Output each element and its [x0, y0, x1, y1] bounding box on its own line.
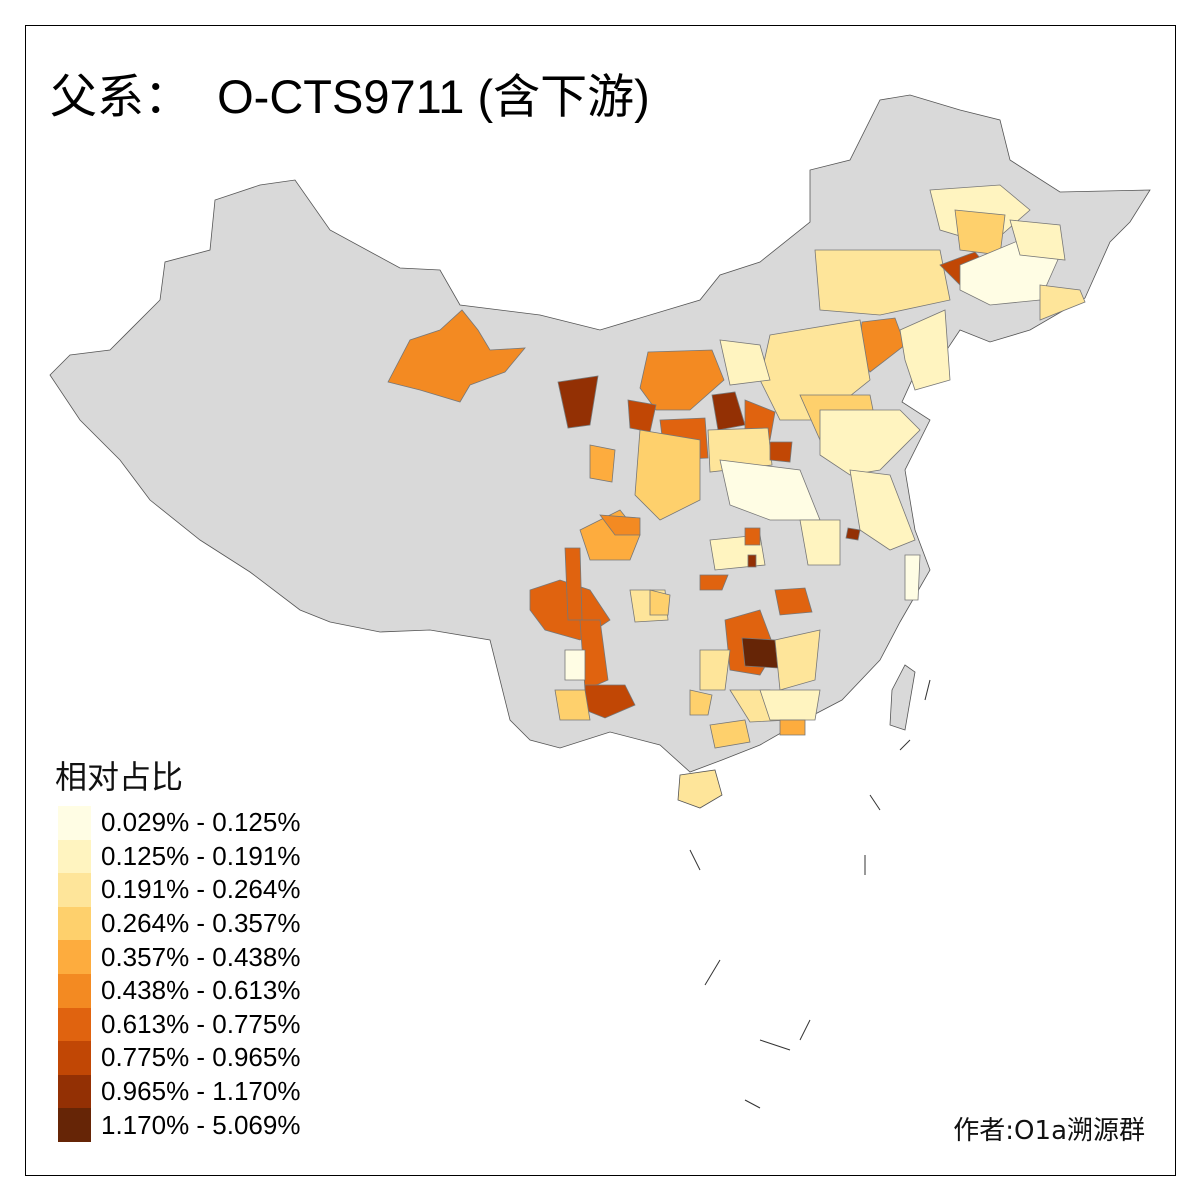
region	[899, 309, 951, 391]
legend-item: 0.125% - 0.191%	[58, 839, 301, 874]
region	[709, 719, 751, 749]
taiwan	[889, 664, 916, 731]
legend-label: 0.357% - 0.438%	[101, 941, 301, 972]
island-outline	[899, 739, 911, 751]
island-outline	[744, 1099, 761, 1109]
island-outline	[924, 679, 931, 701]
region	[564, 547, 583, 621]
map-title: 父系： O-CTS9711 (含下游)	[50, 70, 650, 123]
legend-item: 0.357% - 0.438%	[58, 940, 300, 974]
region	[719, 339, 771, 386]
region	[699, 574, 729, 591]
island-outline	[799, 1019, 811, 1041]
legend-item: 0.775% - 0.965%	[58, 1041, 300, 1075]
island-outline	[689, 849, 701, 871]
region	[649, 589, 671, 616]
island-outline	[759, 1039, 791, 1051]
region	[557, 375, 599, 429]
region	[759, 689, 821, 721]
legend-label: 0.125% - 0.191%	[101, 840, 301, 871]
legend-swatch	[58, 906, 91, 941]
legend-swatch	[58, 1041, 91, 1075]
legend: 0.029% - 0.125% 0.125% - 0.191% 0.191% - 0…	[58, 806, 300, 1142]
region	[774, 629, 821, 691]
legend-item: 0.029% - 0.125%	[58, 806, 300, 840]
island-outline	[704, 959, 721, 986]
region	[814, 249, 951, 316]
legend-swatch	[58, 1074, 91, 1109]
legend-label: 0.438% - 0.613%	[101, 975, 301, 1006]
region	[779, 719, 806, 736]
hainan	[677, 769, 723, 809]
legend-label: 1.170% - 5.069%	[101, 1109, 301, 1140]
island-outline	[869, 794, 881, 811]
region	[799, 519, 841, 566]
legend-swatch	[58, 806, 91, 840]
region	[747, 554, 757, 568]
plot-frame	[25, 25, 1176, 1176]
region	[769, 441, 793, 463]
region	[689, 689, 713, 716]
region	[599, 514, 641, 536]
region	[819, 409, 921, 476]
legend-item: 0.438% - 0.613%	[58, 973, 301, 1008]
legend-label: 0.264% - 0.357%	[101, 908, 301, 939]
legend-label: 0.029% - 0.125%	[101, 807, 301, 838]
region	[774, 587, 813, 616]
region	[904, 554, 921, 601]
region	[1009, 219, 1066, 261]
legend-item: 0.613% - 0.775%	[58, 1007, 301, 1042]
region	[849, 469, 916, 551]
region	[639, 349, 725, 411]
legend-label: 0.965% - 1.170%	[101, 1076, 301, 1107]
region	[589, 444, 616, 483]
region	[554, 689, 591, 721]
legend-item: 0.965% - 1.170%	[58, 1074, 301, 1109]
legend-item: 0.264% - 0.357%	[58, 906, 301, 941]
author-credit: 作者:O1a溯源群	[953, 1116, 1145, 1146]
region	[564, 649, 586, 681]
legend-label: 0.613% - 0.775%	[101, 1008, 301, 1039]
region	[387, 309, 526, 403]
legend-title: 相对占比	[55, 758, 184, 796]
region	[1039, 284, 1086, 321]
legend-swatch	[58, 839, 91, 874]
legend-swatch	[58, 973, 91, 1008]
region	[699, 649, 731, 691]
region	[744, 527, 761, 546]
legend-swatch	[58, 1108, 91, 1142]
legend-swatch	[58, 873, 91, 907]
legend-item: 1.170% - 5.069%	[58, 1108, 300, 1142]
region	[719, 459, 821, 521]
legend-swatch	[58, 940, 91, 974]
region	[634, 429, 701, 521]
region	[741, 637, 779, 669]
region	[845, 527, 861, 541]
legend-item: 0.191% - 0.264%	[58, 873, 300, 907]
legend-swatch	[58, 1007, 91, 1042]
region	[954, 209, 1006, 256]
legend-label: 0.191% - 0.264%	[101, 874, 301, 905]
legend-label: 0.775% - 0.965%	[101, 1042, 301, 1073]
